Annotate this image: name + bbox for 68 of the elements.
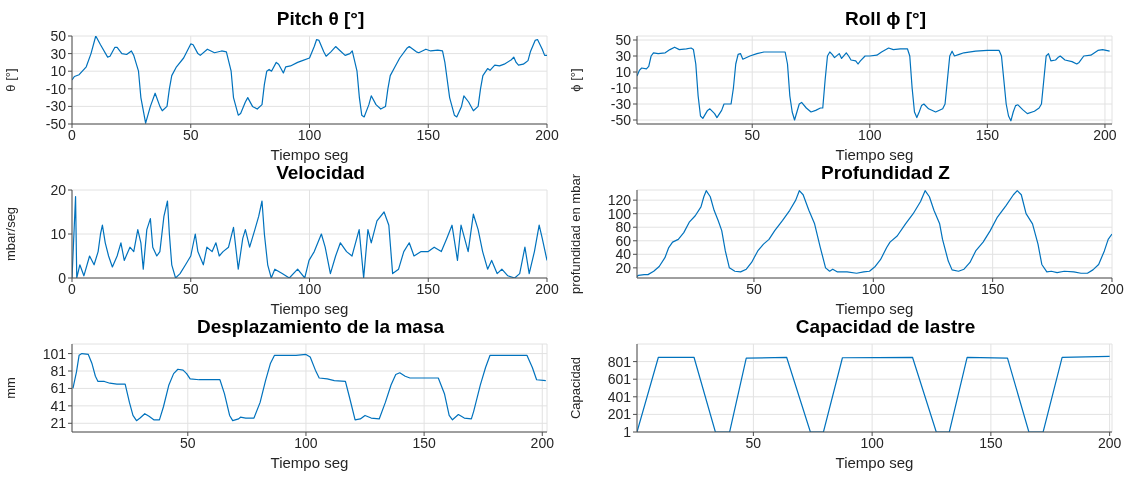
y-axis-title: θ [°] <box>2 68 18 92</box>
y-tick-label: 10 <box>615 63 632 80</box>
x-tick-label: 200 <box>1100 280 1124 297</box>
y-tick-label: -30 <box>610 95 632 112</box>
y-axis-title: mbar/seg <box>2 206 18 262</box>
y-tick-label: 0 <box>58 269 67 286</box>
x-tick-label: 150 <box>979 434 1003 451</box>
y-tick-label: 30 <box>615 47 632 64</box>
x-tick-label: 150 <box>412 434 437 451</box>
x-tick-label: 150 <box>975 126 1000 143</box>
x-axis-title: Tiempo seg <box>835 300 914 317</box>
x-tick-label: 200 <box>530 434 555 451</box>
y-tick-label: 601 <box>607 371 632 388</box>
x-axis-title: Tiempo seg <box>270 300 349 317</box>
x-axis-title: Tiempo seg <box>835 146 914 163</box>
x-tick-label: 200 <box>1093 126 1117 143</box>
y-tick-label: 10 <box>50 225 67 242</box>
x-tick-label: 50 <box>744 126 761 143</box>
y-tick-label: 41 <box>50 397 67 414</box>
y-axis-title: Capacidad <box>567 356 583 420</box>
y-axis-title: profundidad en mbar <box>567 173 583 294</box>
x-tick-label: 50 <box>745 434 762 451</box>
y-tick-label: 20 <box>50 181 67 198</box>
y-tick-label: 10 <box>50 63 67 80</box>
x-axis-title: Tiempo seg <box>270 454 349 471</box>
chart-title: Capacidad de lastre <box>794 316 977 338</box>
x-tick-label: 100 <box>294 434 318 451</box>
y-tick-label: -10 <box>610 79 632 96</box>
y-tick-label: 30 <box>50 45 67 62</box>
chart-title: Profundidad Z <box>821 162 950 183</box>
y-tick-label: 81 <box>50 362 67 379</box>
y-tick-label: 50 <box>50 27 67 44</box>
x-tick-label: 100 <box>860 434 885 451</box>
x-tick-label: 200 <box>535 126 559 143</box>
y-tick-label: 61 <box>50 380 67 397</box>
chart-title: Desplazamiento de la masa <box>195 316 446 338</box>
chart-title: Roll ϕ [°] <box>844 8 927 30</box>
line-series <box>72 352 547 422</box>
y-tick-label: 801 <box>607 353 632 370</box>
x-tick-label: 100 <box>858 126 882 143</box>
x-tick-label: 100 <box>297 280 322 297</box>
x-tick-label: 100 <box>861 280 886 297</box>
x-axis-title: Tiempo seg <box>270 146 349 163</box>
chart-title: Pitch θ [°] <box>276 8 365 29</box>
x-tick-label: 100 <box>297 126 322 143</box>
y-tick-label: 21 <box>50 415 67 432</box>
y-axis-title: ϕ [°] <box>567 68 583 92</box>
y-tick-label: -50 <box>610 111 632 128</box>
x-tick-label: 50 <box>746 280 762 297</box>
x-tick-label: 150 <box>416 280 441 297</box>
x-axis-title: Tiempo seg <box>835 454 914 471</box>
y-tick-label: 401 <box>607 388 632 405</box>
y-tick-label: -30 <box>45 98 67 115</box>
y-tick-label: -50 <box>45 115 67 132</box>
x-tick-label: 50 <box>182 126 199 143</box>
x-tick-label: 50 <box>180 434 196 451</box>
x-tick-label: 150 <box>416 126 441 143</box>
y-tick-label: 101 <box>42 345 67 362</box>
x-tick-label: 200 <box>535 280 559 297</box>
y-tick-label: 201 <box>607 406 632 423</box>
x-tick-label: 50 <box>182 280 199 297</box>
y-tick-label: 1 <box>623 423 632 440</box>
x-tick-label: 150 <box>980 280 1005 297</box>
chart-title: Velocidad <box>276 162 365 183</box>
y-axis-title: mm <box>2 377 18 399</box>
y-tick-label: 50 <box>615 31 632 48</box>
y-tick-label: -10 <box>45 80 67 97</box>
x-tick-label: 200 <box>1097 434 1122 451</box>
